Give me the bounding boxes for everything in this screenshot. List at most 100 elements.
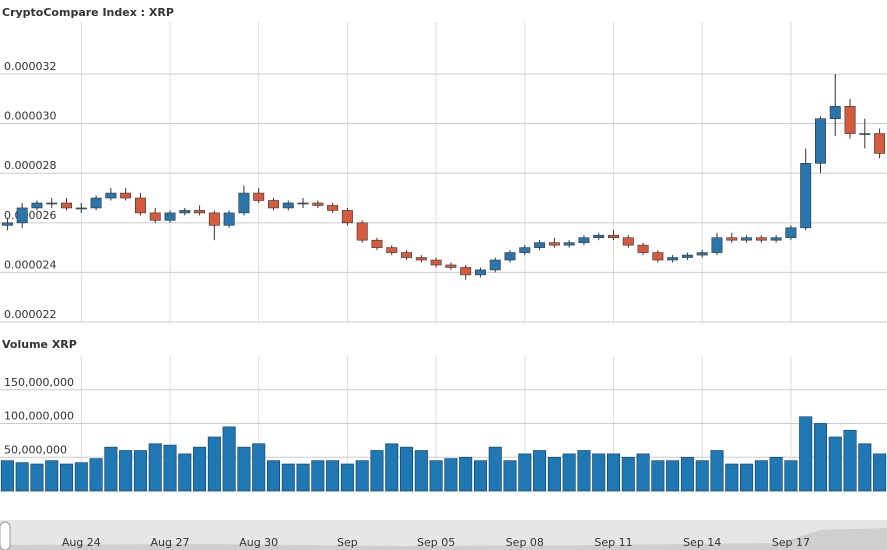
volume-bar (843, 429, 857, 492)
candle-body (608, 234, 619, 239)
volume-bar (828, 436, 842, 492)
y-tick-label: 0.000024 (4, 258, 57, 271)
volume-bar (547, 456, 561, 492)
volume-bar (858, 443, 872, 492)
candle-body (401, 252, 413, 258)
candle-body (16, 207, 28, 224)
volume-bar (326, 460, 340, 492)
candle-body (874, 133, 886, 154)
x-tick-label: Sep (337, 536, 358, 549)
candle-body (415, 257, 427, 261)
y-tick-label: 0.000022 (4, 308, 57, 321)
candle-body (356, 222, 368, 241)
volume-bar (680, 456, 694, 492)
candle-body (386, 247, 398, 253)
volume-bar (444, 458, 458, 492)
volume-bar (503, 460, 517, 492)
candle-body (563, 242, 575, 246)
candle-body (90, 197, 102, 209)
volume-bar (592, 453, 606, 492)
candle-body (1, 222, 13, 226)
candle-body (75, 207, 87, 210)
volume-bar (45, 460, 59, 492)
candle-body (179, 210, 191, 214)
volume-bar (148, 443, 162, 492)
volume-bar (222, 426, 236, 492)
candle-body (474, 269, 486, 276)
candle-body (253, 192, 265, 201)
volume-bar (370, 450, 384, 492)
volume-bar (459, 456, 473, 492)
candle-body (445, 264, 457, 268)
navigator-area (0, 528, 887, 550)
y-tick-label: 50,000,000 (4, 443, 67, 456)
volume-bar (89, 458, 103, 492)
candle-body (652, 252, 664, 261)
candle-body (312, 202, 324, 206)
volume-bar (385, 443, 399, 492)
volume-bar (562, 453, 576, 492)
volume-bar (104, 446, 118, 492)
volume-bar (266, 460, 281, 492)
volume-bar (60, 463, 74, 492)
y-tick-label: 0.000030 (4, 110, 57, 123)
y-tick-label: 100,000,000 (4, 410, 74, 423)
navigator-handle[interactable] (0, 521, 11, 550)
volume-bar (0, 460, 14, 492)
candle-body (504, 252, 516, 261)
volume-bar (119, 450, 133, 492)
y-tick-label: 0.000028 (4, 159, 57, 172)
volume-bar (473, 460, 487, 492)
volume-bar (400, 446, 414, 492)
candle-body (61, 202, 72, 209)
volume-bar (577, 450, 591, 492)
volume-bar (340, 463, 354, 492)
volume-bar (518, 453, 532, 492)
candle-body (667, 257, 679, 261)
candle-body (164, 212, 176, 221)
volume-bar (813, 423, 827, 492)
candle-body (593, 234, 605, 239)
volume-bar (606, 453, 621, 492)
candle-body (149, 212, 161, 221)
x-tick-label: Sep 11 (594, 536, 632, 549)
volume-bar (710, 450, 724, 492)
volume-bar (533, 450, 547, 492)
volume-bar (666, 460, 680, 492)
x-tick-label: Aug 30 (239, 536, 278, 549)
candle-body (120, 192, 132, 199)
x-tick-label: Sep 05 (417, 536, 455, 549)
volume-bar (178, 453, 192, 492)
volume-bar (784, 460, 798, 492)
candle-body (726, 237, 738, 241)
candle-body (223, 212, 235, 226)
volume-bar (30, 463, 44, 492)
candle-body (341, 210, 353, 224)
volume-bar (754, 460, 768, 492)
candle-body (548, 242, 560, 246)
x-tick-label: Aug 27 (151, 536, 190, 549)
volume-bar (74, 462, 88, 492)
candle-body (327, 205, 339, 211)
y-tick-label: 0.000026 (4, 209, 57, 222)
y-tick-label: 150,000,000 (4, 376, 74, 389)
x-tick-label: Aug 24 (62, 536, 101, 549)
volume-bar (207, 436, 221, 492)
candle-body (238, 192, 250, 214)
volume-bar (725, 463, 739, 492)
volume-bar (799, 416, 813, 492)
candle-body (460, 267, 472, 276)
volume-bar (252, 443, 266, 492)
candle-body (297, 202, 309, 205)
candle-body (31, 202, 43, 209)
candle-body (800, 163, 812, 229)
volume-bar (429, 460, 443, 492)
volume-bar (296, 463, 310, 492)
volume-bar (695, 460, 709, 492)
candle-body (696, 252, 708, 256)
candle-body (829, 105, 841, 119)
candle-body (815, 118, 826, 164)
candle-body (578, 237, 590, 243)
